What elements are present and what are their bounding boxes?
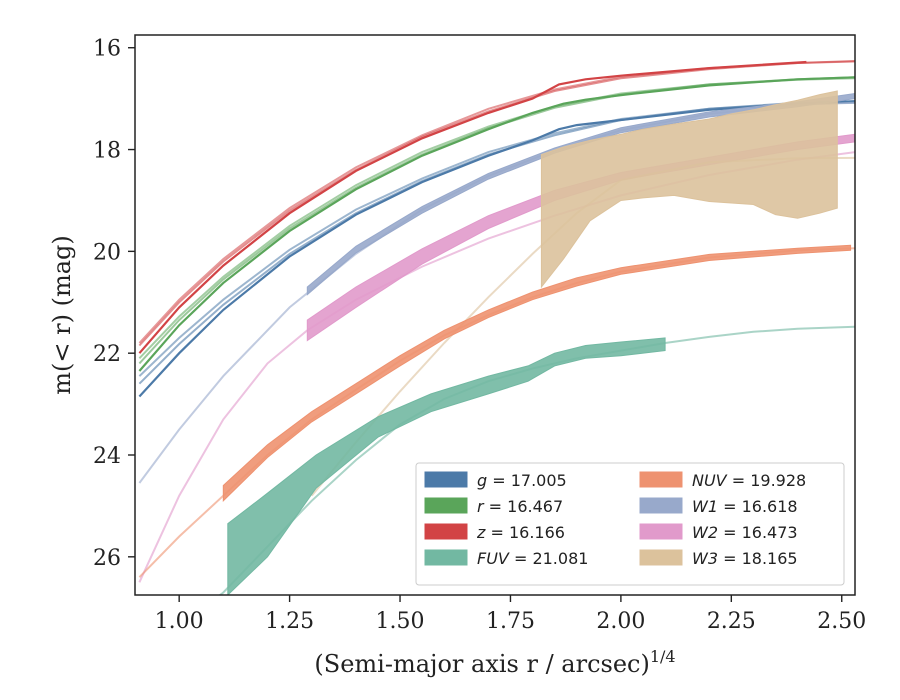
series-w3-band [540, 90, 838, 289]
legend-label-z: z = 16.166 [476, 523, 565, 542]
legend: g = 17.005 r = 16.467 z = 16.166 FUV = 21.0… [415, 462, 845, 586]
series-fuv-band [227, 337, 666, 595]
legend-swatch-w3 [639, 549, 683, 566]
legend-frame [415, 462, 845, 586]
series-w2-band [306, 133, 855, 342]
y-tick-label: 24 [93, 444, 121, 469]
y-axis-label: m(< r) (mag) [48, 235, 76, 394]
series-nuv-band [222, 244, 852, 502]
x-tick-label: 1.00 [155, 609, 204, 634]
legend-swatch-nuv [639, 471, 683, 488]
y-tick-label: 26 [93, 546, 121, 571]
legend-label-nuv: NUV = 19.928 [692, 471, 806, 490]
series-r-profile-line [138, 76, 855, 372]
series-z-profile-line [138, 60, 807, 354]
legend-swatch-r [424, 497, 468, 514]
legend-label-w1: W1 = 16.618 [692, 497, 798, 516]
legend-swatch-w2 [639, 523, 683, 540]
legend-label-w2: W2 = 16.473 [692, 523, 798, 542]
x-tick-label: 2.25 [707, 609, 756, 634]
x-tick-label: 1.50 [376, 609, 425, 634]
legend-label-r: r = 16.467 [477, 497, 563, 516]
legend-label-g: g = 17.005 [477, 471, 567, 490]
x-axis: 1.00 1.25 1.50 1.75 2.00 2.25 2.50 [155, 595, 866, 634]
y-tick-label: 16 [93, 37, 121, 62]
legend-swatch-w1 [639, 497, 683, 514]
legend-label-w3: W3 = 18.165 [692, 549, 798, 568]
x-axis-label-text: (Semi-major axis r / arcsec) [314, 650, 649, 678]
plot-area [138, 60, 855, 595]
legend-label-fuv: FUV = 21.081 [477, 549, 588, 568]
x-tick-label: 2.50 [817, 609, 866, 634]
series-w1-band [306, 92, 855, 296]
y-axis: 16 18 20 22 24 26 [93, 37, 135, 571]
legend-swatch-z [424, 523, 468, 540]
x-axis-label: (Semi-major axis r / arcsec)1/4 [314, 647, 675, 678]
y-tick-label: 18 [93, 139, 121, 164]
y-tick-label: 20 [93, 240, 121, 265]
legend-swatch-g [424, 471, 468, 488]
x-tick-label: 2.00 [596, 609, 645, 634]
x-tick-label: 1.25 [265, 609, 314, 634]
y-tick-label: 22 [93, 342, 121, 367]
plot-frame [134, 34, 856, 596]
legend-swatch-fuv [424, 549, 468, 566]
x-tick-label: 1.75 [486, 609, 535, 634]
x-axis-label-exponent: 1/4 [650, 647, 676, 666]
series-g-profile-line [138, 100, 855, 398]
